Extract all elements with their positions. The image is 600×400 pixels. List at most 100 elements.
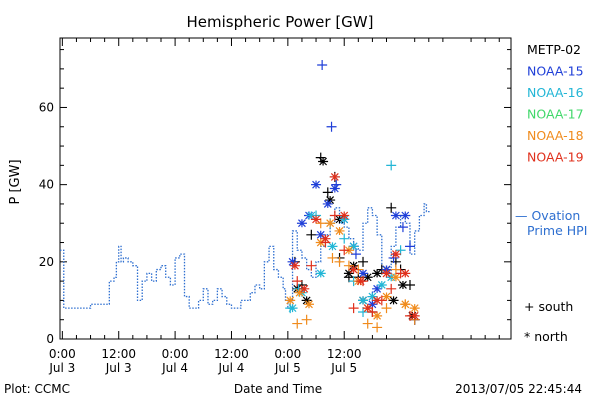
north-star-marker [303,300,314,309]
marker-symbol-legend: + south * north [524,299,573,344]
north-star-marker [372,284,383,293]
north-star-marker [315,269,326,278]
north-star-marker [348,265,359,274]
north-star-marker [329,184,340,193]
north-star-marker [301,296,312,305]
north-star-marker [287,257,298,266]
y-axis-ticks: 0 20 40 60 [39,49,511,346]
south-plus-marker [327,252,338,263]
y-tick-label: 40 [39,178,54,192]
x-tick-date-label: Jul 4 [161,361,188,375]
x-tick-date-label: Jul 3 [105,361,132,375]
north-star-marker [322,199,333,208]
south-plus-marker [322,187,333,198]
north-star-marker [306,211,317,220]
north-star-marker [296,219,307,228]
legend-entry: METP-02 [527,42,581,57]
x-tick-time-label: 12:00 [327,347,362,361]
y-tick-label: 60 [39,100,54,114]
south-plus-marker [350,249,361,260]
north-star-marker [285,296,296,305]
south-plus-marker [317,60,328,71]
north-star-marker [327,242,338,251]
south-plus-marker [334,256,345,267]
north-star-marker [362,273,373,282]
south-plus-marker [292,276,303,287]
north-star-marker [388,296,399,305]
north-star-marker [376,280,387,289]
north-star-marker [381,269,392,278]
y-axis-label: P [GW] [8,159,23,204]
north-star-marker [339,211,350,220]
north-star-marker [397,280,408,289]
north-star-marker [390,250,401,259]
south-plus-marker [301,314,312,325]
north-star-marker [372,269,383,278]
south-plus-marker [339,233,350,244]
north-star-marker [311,180,322,189]
south-plus-marker [306,229,317,240]
north-star-marker [355,277,366,286]
south-plus-marker [397,222,408,233]
south-plus-marker [326,121,337,132]
north-star-marker [358,296,369,305]
marker-legend-entry: * north [524,329,568,344]
north-star-marker [325,196,336,205]
legend-entry: NOAA-15 [527,64,584,79]
south-plus-marker [306,260,317,271]
north-star-marker [381,292,392,301]
south-plus-marker [362,318,373,329]
satellite-legend: METP-02 NOAA-15 NOAA-16 NOAA-17 NOAA-18 NOAA-… [527,42,584,165]
legend-entry: NOAA-19 [527,150,584,165]
south-plus-marker [386,160,397,171]
ovation-legend-text: — Ovation [515,208,580,223]
north-star-marker [400,211,411,220]
north-star-marker [311,215,322,224]
north-star-marker [390,273,401,282]
north-star-marker [400,300,411,309]
marker-legend-entry: + south [524,299,573,314]
legend-entry: NOAA-16 [527,85,584,100]
north-star-marker [289,261,300,270]
north-star-marker [372,311,383,320]
ovation-legend-text: Prime HPI [527,223,587,238]
north-star-marker [334,226,345,235]
north-star-marker [329,172,340,181]
north-star-marker [390,211,401,220]
north-star-marker [287,304,298,313]
north-star-marker [400,269,411,278]
south-plus-marker [358,256,369,267]
x-tick-date-label: Jul 3 [48,361,75,375]
north-star-marker [358,269,369,278]
legend-entry: NOAA-18 [527,128,584,143]
south-plus-marker [404,241,415,252]
y-tick-label: 20 [39,255,54,269]
north-star-marker [343,269,354,278]
y-tick-label: 0 [46,332,54,346]
north-star-marker [367,292,378,301]
south-plus-marker [381,303,392,314]
plot-timestamp: 2013/07/05 22:45:44 [455,382,582,396]
plot-frame [59,37,512,340]
chart-title: Hemispheric Power [GW] [187,13,374,31]
north-star-marker [294,288,305,297]
x-tick-time-label: 0:00 [49,347,76,361]
north-star-marker [320,234,331,243]
x-tick-date-label: Jul 5 [274,361,301,375]
north-star-marker [325,219,336,228]
ovation-line-layer [60,203,431,309]
north-star-marker [409,311,420,320]
north-star-marker [315,230,326,239]
x-tick-date-label: Jul 5 [330,361,357,375]
south-plus-marker [348,303,359,314]
x-tick-time-label: 12:00 [214,347,249,361]
south-plus-marker [386,202,397,213]
south-plus-marker [292,318,303,329]
plot-credit: Plot: CCMC [4,382,70,396]
north-star-marker [362,304,373,313]
legend-entry: NOAA-17 [527,107,584,122]
x-tick-time-label: 12:00 [101,347,136,361]
